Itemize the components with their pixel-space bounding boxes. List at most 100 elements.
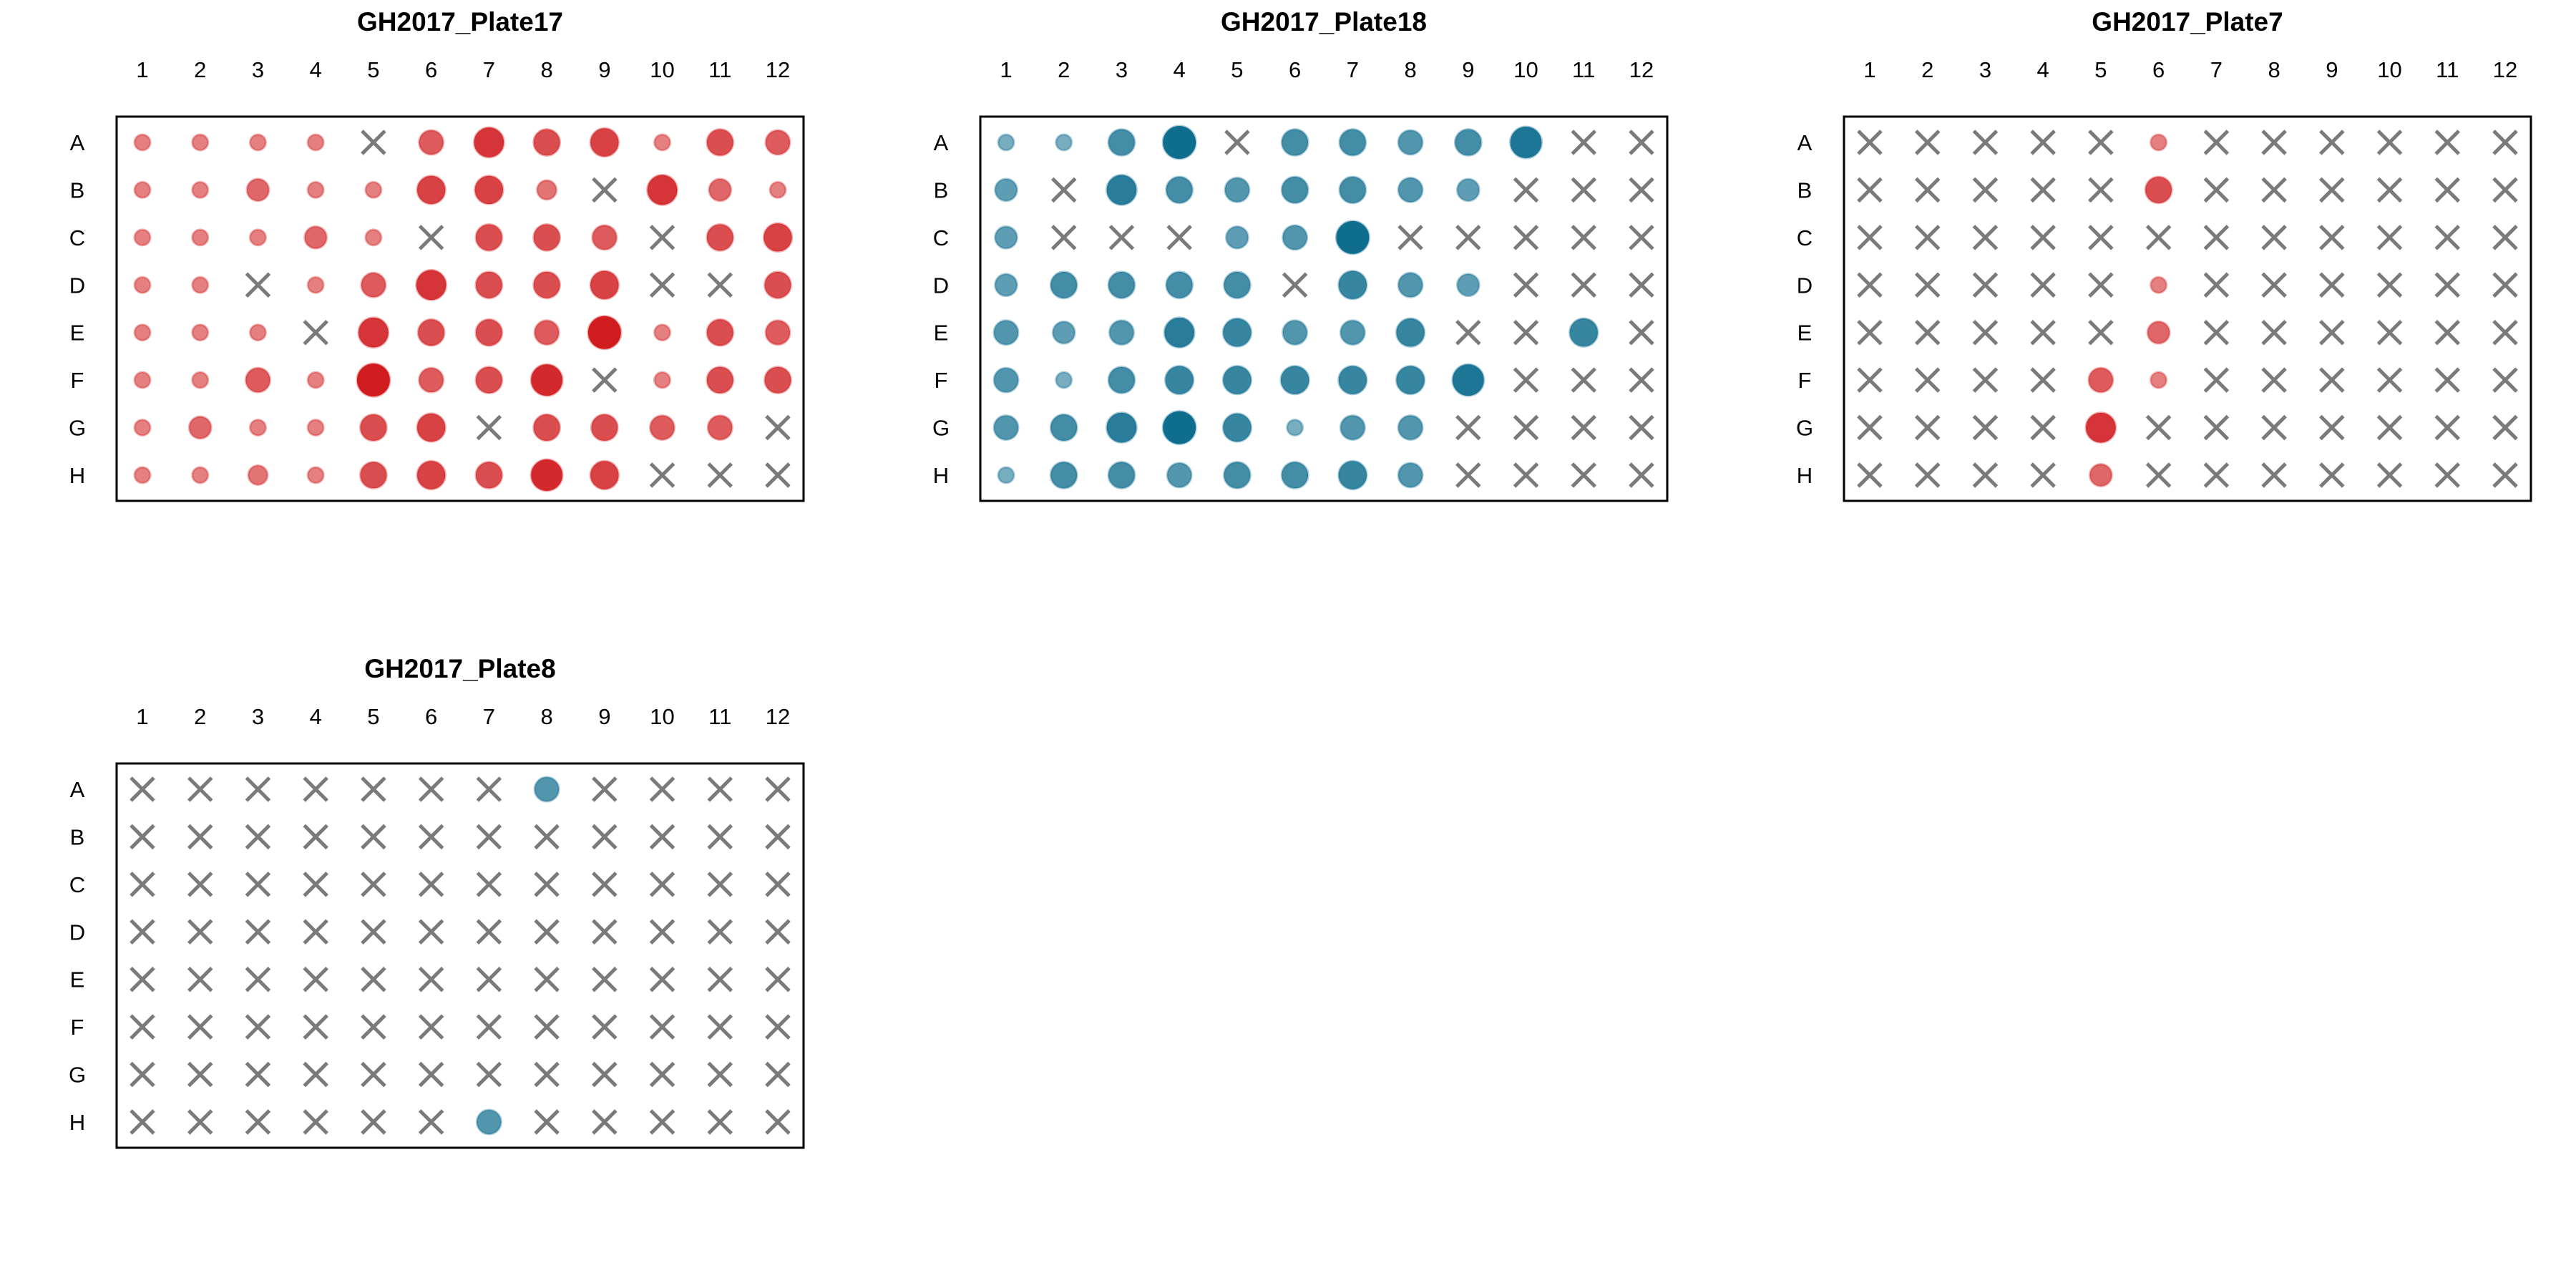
missing-well-x-icon: [534, 1109, 560, 1135]
well-point: [1397, 414, 1424, 441]
well-point: [1282, 319, 1309, 346]
missing-well-x-icon: [476, 966, 502, 992]
missing-well-x-icon: [2434, 414, 2461, 441]
missing-well-x-icon: [303, 824, 328, 850]
missing-well-x-icon: [418, 872, 444, 897]
missing-well-x-icon: [2492, 130, 2518, 155]
row-label: H: [69, 463, 85, 488]
missing-well-x-icon: [592, 776, 618, 802]
well-point: [1161, 125, 1197, 160]
missing-well-x-icon: [592, 824, 618, 850]
missing-well-x-icon: [2319, 225, 2345, 250]
column-label: 7: [483, 57, 495, 82]
column-label: 12: [2493, 57, 2517, 82]
well-point: [474, 366, 504, 395]
column-label: 7: [2210, 57, 2223, 82]
missing-well-x-icon: [303, 319, 328, 346]
missing-well-x-icon: [418, 1109, 444, 1135]
well-point: [1337, 459, 1368, 491]
missing-well-x-icon: [1629, 462, 1654, 488]
well-point: [1286, 419, 1304, 437]
missing-well-x-icon: [1513, 272, 1539, 298]
well-point: [536, 179, 558, 201]
well-point: [248, 133, 267, 152]
well-point: [2087, 366, 2114, 394]
well-point: [763, 270, 792, 300]
missing-well-x-icon: [2319, 462, 2345, 488]
missing-well-x-icon: [130, 1109, 155, 1135]
missing-well-x-icon: [707, 824, 733, 850]
missing-well-x-icon: [1397, 225, 1423, 250]
missing-well-x-icon: [418, 966, 444, 992]
missing-well-x-icon: [2376, 462, 2403, 488]
missing-well-x-icon: [2492, 367, 2518, 393]
missing-well-x-icon: [2261, 319, 2287, 346]
well-point: [306, 180, 325, 199]
plate-frame: [115, 762, 805, 1149]
well-point: [2150, 275, 2168, 294]
well-point: [416, 318, 446, 347]
column-label: 10: [2377, 57, 2401, 82]
missing-well-x-icon: [2434, 130, 2461, 155]
missing-well-x-icon: [1972, 462, 1999, 488]
missing-well-x-icon: [1629, 177, 1654, 203]
missing-well-x-icon: [361, 919, 386, 945]
row-label: A: [70, 777, 85, 802]
missing-well-x-icon: [1166, 225, 1192, 250]
missing-well-x-icon: [2088, 130, 2114, 155]
well-point: [708, 177, 733, 203]
row-label: G: [1796, 416, 1813, 441]
well-point: [706, 318, 735, 347]
missing-well-x-icon: [765, 776, 791, 802]
well-point: [997, 466, 1015, 484]
missing-well-x-icon: [2376, 130, 2403, 155]
well-point: [248, 323, 267, 342]
well-point: [994, 177, 1018, 203]
missing-well-x-icon: [187, 1061, 213, 1088]
missing-well-x-icon: [2492, 272, 2518, 298]
missing-well-x-icon: [2492, 225, 2518, 250]
well-point: [706, 414, 733, 441]
well-point: [474, 175, 504, 205]
missing-well-x-icon: [765, 1014, 791, 1040]
missing-well-x-icon: [1914, 367, 1941, 393]
well-point: [1049, 270, 1078, 300]
column-label: 1: [1000, 57, 1012, 82]
column-label: 5: [367, 704, 379, 729]
well-point: [532, 128, 562, 157]
well-point: [1165, 175, 1194, 205]
missing-well-x-icon: [130, 824, 155, 850]
missing-well-x-icon: [1972, 319, 1999, 346]
missing-well-x-icon: [765, 1061, 791, 1088]
missing-well-x-icon: [418, 1061, 444, 1088]
row-label: E: [70, 967, 85, 992]
missing-well-x-icon: [707, 1109, 733, 1135]
missing-well-x-icon: [592, 919, 618, 945]
missing-well-x-icon: [1857, 177, 1883, 203]
missing-well-x-icon: [2030, 130, 2056, 155]
missing-well-x-icon: [707, 919, 733, 945]
well-point: [994, 225, 1018, 250]
missing-well-x-icon: [765, 824, 791, 850]
missing-well-x-icon: [649, 272, 675, 298]
column-label: 8: [2268, 57, 2280, 82]
plate-frame: [979, 115, 1669, 502]
row-label: D: [69, 273, 85, 298]
well-point: [2089, 463, 2113, 487]
missing-well-x-icon: [130, 776, 155, 802]
well-point: [2146, 320, 2171, 345]
well-point: [133, 180, 152, 199]
missing-well-x-icon: [361, 776, 386, 802]
well-point: [1338, 175, 1367, 205]
missing-well-x-icon: [130, 966, 155, 992]
row-label: F: [935, 368, 948, 393]
missing-well-x-icon: [649, 776, 675, 802]
well-point: [646, 174, 678, 206]
well-point: [1339, 319, 1366, 346]
column-label: 5: [1231, 57, 1243, 82]
missing-well-x-icon: [2030, 177, 2056, 203]
well-point: [1568, 317, 1599, 348]
missing-well-x-icon: [765, 1109, 791, 1135]
missing-well-x-icon: [476, 872, 502, 897]
